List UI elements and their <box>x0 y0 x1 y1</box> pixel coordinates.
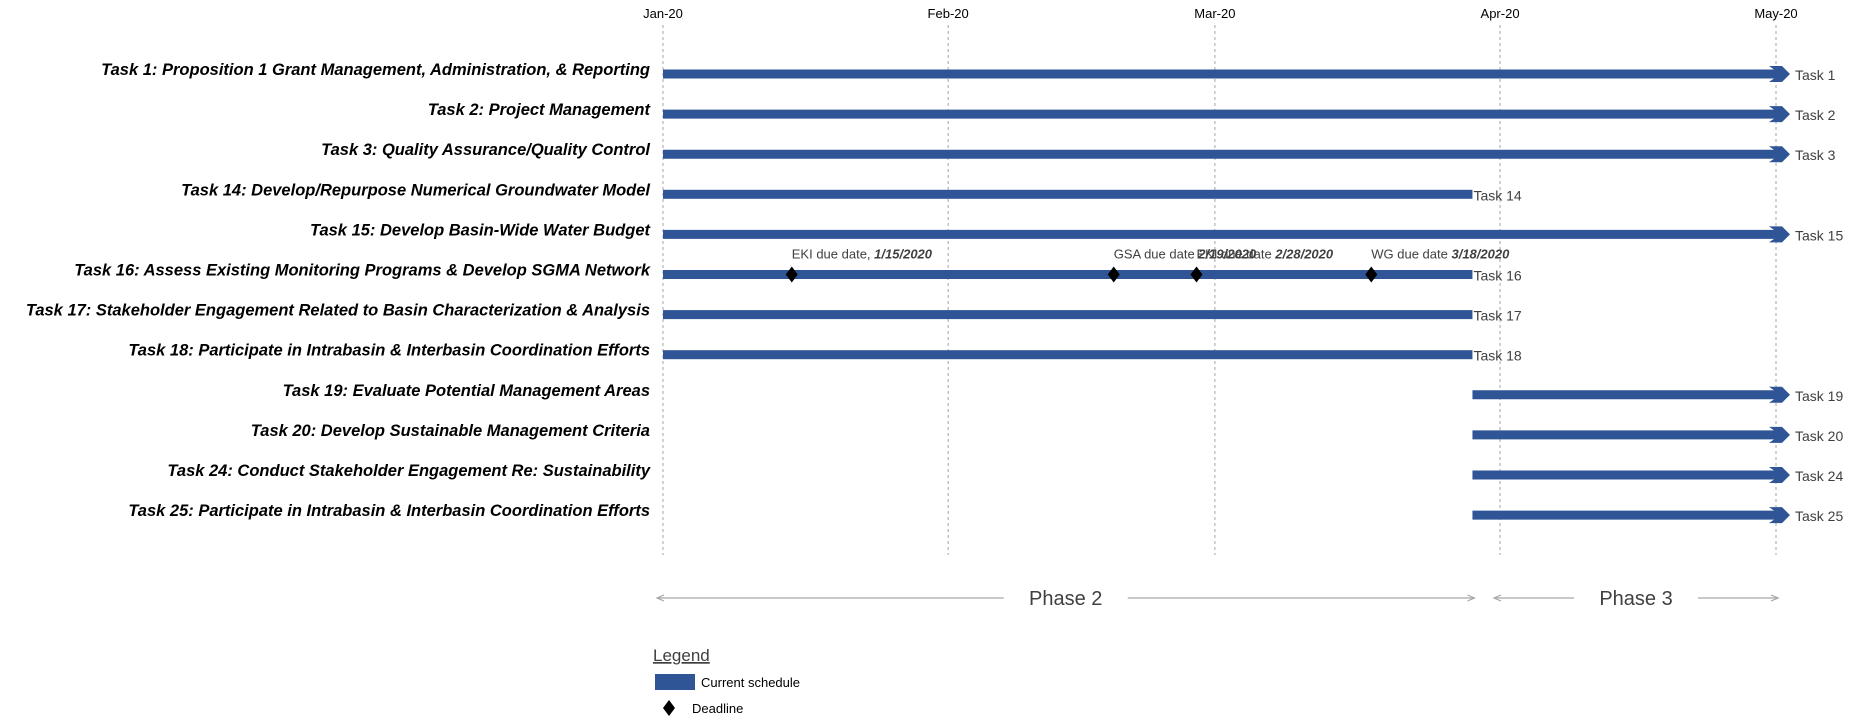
legend-item-label: Current schedule <box>701 675 800 690</box>
task-name-label: Task 16: Assess Existing Monitoring Prog… <box>74 262 651 280</box>
milestones: EKI due date, 1/15/2020 GSA due date 2/19… <box>785 247 1510 283</box>
legend-item-label: Deadline <box>692 701 743 716</box>
task-bar <box>663 106 1790 123</box>
deadline-prefix: WG due date <box>1371 247 1451 262</box>
task-end-label: Task 2 <box>1795 107 1836 123</box>
task-end-label: Task 14 <box>1473 187 1521 203</box>
phase-arrow-left <box>1492 594 1502 602</box>
task-bar <box>663 310 1473 320</box>
task-name-label: Task 14: Develop/Repurpose Numerical Gro… <box>181 181 650 199</box>
deadline-diamond <box>1365 266 1378 283</box>
task-bar <box>663 146 1790 163</box>
task-end-label: Task 17 <box>1473 308 1521 324</box>
legend-title: Legend <box>653 646 710 665</box>
task-bar <box>1472 507 1790 524</box>
x-axis-ticks: Jan-20 Feb-20 Mar-20 Apr-20 May-20 <box>643 6 1798 21</box>
task-name-label: Task 24: Conduct Stakeholder Engagement … <box>167 462 650 480</box>
task-end-label: Task 15 <box>1795 227 1843 243</box>
deadline-prefix: EKI due date, <box>792 247 874 262</box>
task-name-label: Task 17: Stakeholder Engagement Related … <box>26 302 650 320</box>
legend: Legend Current schedule Deadline <box>653 646 800 716</box>
deadline-prefix: GSA due date <box>1114 247 1199 262</box>
task-end-label: Task 16 <box>1473 268 1521 284</box>
task-end-label: Task 3 <box>1795 147 1836 163</box>
deadline-prefix: EKI due date <box>1197 247 1276 262</box>
x-tick-label: Apr-20 <box>1481 6 1520 21</box>
task-name-label: Task 20: Develop Sustainable Management … <box>251 422 650 440</box>
task-end-label: Task 19 <box>1795 388 1843 404</box>
deadline-annotation: GSA due date 2/19/2020 <box>1114 247 1257 262</box>
task-name-label: Task 18: Participate in Intrabasin & Int… <box>128 342 650 360</box>
legend-bar-swatch <box>655 674 695 690</box>
task-name-label: Task 15: Develop Basin-Wide Water Budget <box>310 221 652 239</box>
task-name-label: Task 19: Evaluate Potential Management A… <box>283 382 650 400</box>
task-bar <box>663 270 1473 279</box>
deadline-annotation: EKI due date 2/28/2020 <box>1197 247 1334 262</box>
deadline-annotation: WG due date 3/18/2020 <box>1371 247 1510 262</box>
task-bar <box>1472 467 1790 483</box>
deadline-diamond <box>785 266 798 283</box>
task-end-label: Task 18 <box>1473 348 1521 364</box>
task-name-label: Task 3: Quality Assurance/Quality Contro… <box>321 141 650 159</box>
task-bar <box>663 350 1473 360</box>
deadline-date: 2/19/2020 <box>1197 247 1257 262</box>
task-name-label: Task 25: Participate in Intrabasin & Int… <box>128 502 650 520</box>
task-bar <box>663 226 1790 243</box>
x-tick-label: Mar-20 <box>1194 6 1235 21</box>
deadline-diamond <box>1107 266 1120 283</box>
x-tick-label: May-20 <box>1754 6 1797 21</box>
deadline-date: 2/28/2020 <box>1274 247 1334 262</box>
task-end-label: Task 20 <box>1795 428 1843 444</box>
legend-diamond-swatch <box>663 700 675 716</box>
phase-label: Phase 3 <box>1599 588 1672 610</box>
x-tick-label: Feb-20 <box>928 6 969 21</box>
task-bar <box>1472 426 1790 443</box>
task-end-label: Task 1 <box>1795 67 1836 83</box>
task-bar <box>663 189 1473 199</box>
phase-label: Phase 2 <box>1029 588 1102 610</box>
task-bar <box>663 66 1790 82</box>
x-tick-label: Jan-20 <box>643 6 683 21</box>
task-end-label: Task 24 <box>1795 468 1843 484</box>
task-bar <box>1472 386 1790 403</box>
phase-brackets: Phase 2 Phase 3 <box>655 588 1780 610</box>
phase-arrow-left <box>655 594 665 602</box>
deadline-diamond <box>1190 266 1203 283</box>
task-bars <box>663 66 1790 524</box>
phase-arrow-right <box>1770 594 1780 602</box>
task-labels: Task 1 Task 1: Proposition 1 Grant Manage… <box>26 61 1844 524</box>
phase-arrow-right <box>1467 594 1476 602</box>
task-name-label: Task 1: Proposition 1 Grant Management, … <box>101 61 650 79</box>
gridlines <box>662 25 1777 555</box>
deadline-date: 3/18/2020 <box>1451 247 1510 262</box>
deadline-date: 1/15/2020 <box>874 247 933 262</box>
deadline-annotation: EKI due date, 1/15/2020 <box>792 247 933 262</box>
task-end-label: Task 25 <box>1795 508 1843 524</box>
task-name-label: Task 2: Project Management <box>428 101 652 119</box>
